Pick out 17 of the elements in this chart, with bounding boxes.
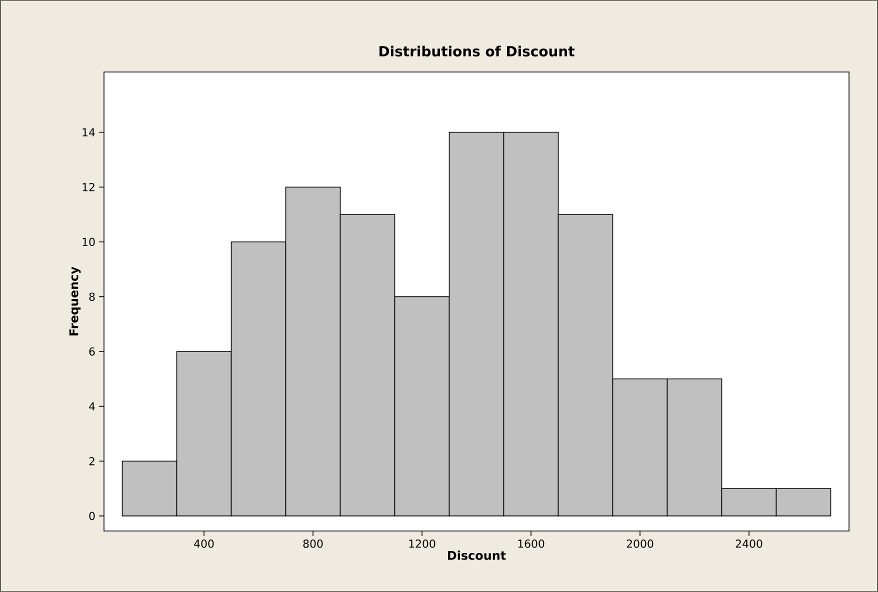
y-tick-label: 8: [89, 292, 95, 301]
y-tick-label: 6: [89, 347, 95, 356]
y-tick-label: 14: [82, 128, 95, 136]
x-tick-label: 2000: [626, 540, 654, 548]
y-tick-label: 12: [82, 183, 94, 192]
chart-title: Distributions of Discount: [380, 46, 574, 57]
x-axis-title: Discount: [448, 550, 506, 560]
y-axis-title: Frequency: [69, 266, 81, 336]
y-tick-label: 10: [82, 238, 95, 246]
x-tick-label: 1200: [409, 540, 436, 548]
y-tick-label: 4: [89, 402, 95, 410]
y-tick-label: 2: [89, 457, 94, 466]
x-tick-label: 1600: [518, 540, 544, 548]
x-tick-label: 2400: [736, 540, 762, 548]
x-tick-label: 800: [303, 540, 323, 548]
x-tick-label: 400: [194, 540, 214, 548]
y-tick-label: 0: [89, 512, 95, 520]
